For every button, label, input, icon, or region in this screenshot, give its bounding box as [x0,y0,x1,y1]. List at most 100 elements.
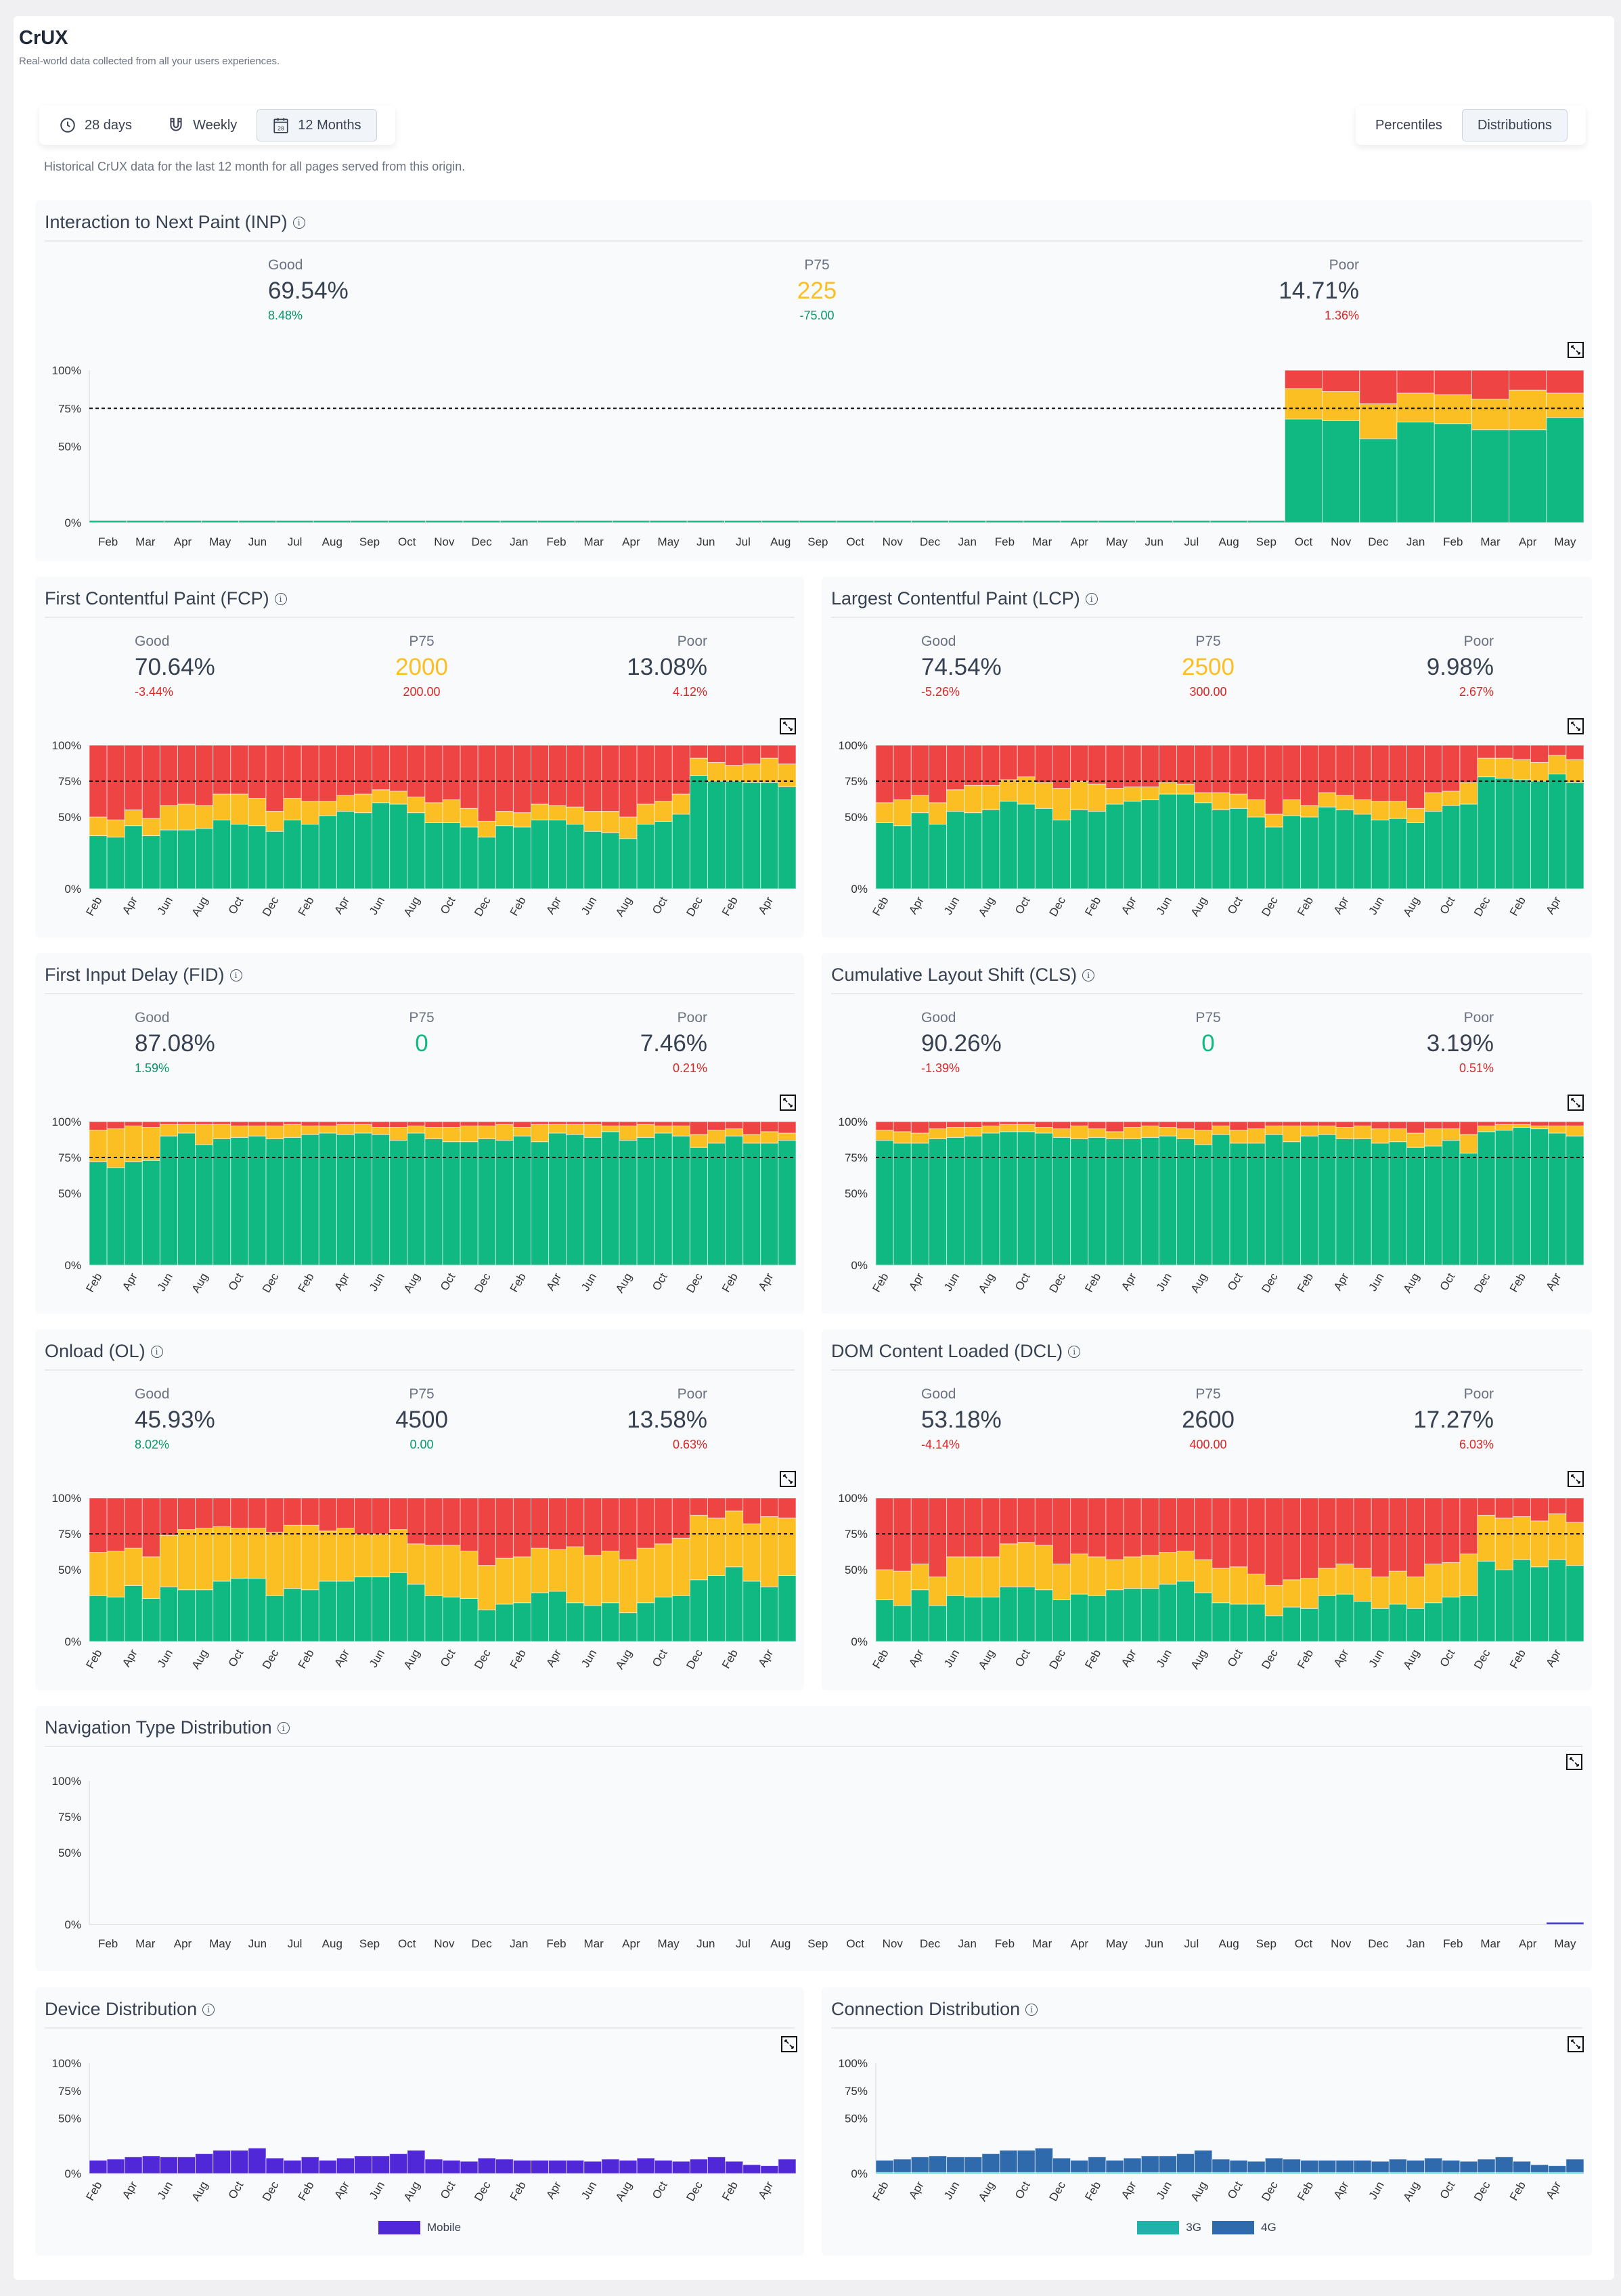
navigation-type-section: Navigation Type Distribution i 0% 50% 75% 10… [35,1706,1592,1971]
bar-segment [671,814,690,889]
bar-segment [159,805,178,831]
stat-good: Good 69.54% 8.48% [268,257,349,323]
info-icon[interactable]: i [1082,969,1095,981]
expand-icon[interactable] [780,718,796,734]
bar-segment [964,812,983,889]
bar-segment [981,1497,1000,1558]
tab-12-months[interactable]: 28 12 Months [257,109,377,141]
x-tick-label: Oct [438,894,458,917]
bar-segment [760,757,779,783]
bar-segment [1566,1522,1584,1566]
bar-segment [1388,1121,1407,1130]
bar-segment [981,1596,1000,1642]
bar-segment [1406,1497,1425,1578]
bar-segment [1017,1124,1036,1132]
x-tick-label: Jun [248,535,267,548]
bar-segment [1088,811,1107,889]
bar-segment [999,2150,1018,2173]
info-icon[interactable]: i [150,1345,163,1358]
expand-icon[interactable] [1568,1471,1584,1487]
stat-p75: P75 2000 200.00 [395,634,448,699]
expand-icon[interactable] [780,1471,796,1487]
stat-label: P75 [804,257,830,273]
bar-segment [1494,1569,1513,1642]
bar-segment [531,1141,550,1266]
bar-segment [1548,755,1567,774]
bar-segment [999,779,1018,802]
expand-icon[interactable] [780,1095,796,1111]
stat-p75: P75 0 [409,1010,434,1075]
svg-text:28: 28 [277,125,284,132]
bar-segment [1088,783,1107,812]
x-tick-label: Apr [332,1271,352,1293]
bar-segment [964,1121,983,1128]
bar-segment [1034,1545,1054,1591]
stat-value: 69.54% [268,278,349,304]
bar-segment [566,745,585,808]
x-tick-label: Jun [579,895,599,917]
bar-segment [1509,429,1547,523]
bar-segment [964,1126,983,1136]
bar-segment [1424,2157,1443,2173]
expand-icon[interactable] [1568,2036,1584,2052]
bar-segment [477,1565,496,1610]
tab-28-days[interactable]: 28 days [43,109,148,141]
bar-segment [124,1547,143,1586]
info-icon[interactable]: i [1085,592,1098,605]
bar-segment [301,1121,319,1126]
stacked-bar-chart: 0% 50% 75% 100% Feb Apr Jun Aug Oct Dec Feb Apr Jun A… [822,577,1592,937]
tab-percentiles[interactable]: Percentiles [1360,109,1458,141]
bar-segment [460,1497,479,1551]
expand-icon[interactable] [1566,1754,1582,1770]
info-icon[interactable]: i [1025,2003,1038,2016]
x-tick-label: Feb [870,1648,891,1671]
bar-segment [336,1528,355,1582]
bar-segment [778,1121,797,1134]
bar-segment [1229,808,1248,889]
stat-delta: 4.12% [672,685,707,699]
legend-item-4g[interactable]: 4G [1212,2221,1276,2234]
info-icon[interactable]: i [202,2003,215,2016]
bar-segment [195,828,214,889]
metric-section: Cumulative Layout Shift (CLS) i Good 90.… [822,953,1592,1314]
bar-segment [910,1132,929,1144]
bar-segment [1088,1121,1107,1130]
bar-segment [195,1121,214,1125]
legend-item-mobile[interactable]: Mobile [378,2221,461,2234]
bar-segment [778,1497,797,1519]
bar-segment [265,811,284,832]
bar-segment [1477,1125,1496,1132]
expand-icon[interactable] [1568,718,1584,734]
expand-icon[interactable] [781,2036,797,2052]
expand-icon[interactable] [1568,342,1584,358]
bar-segment [981,785,1000,810]
expand-icon[interactable] [1568,1095,1584,1111]
bar-segment [1284,388,1323,420]
info-icon[interactable]: i [229,969,242,981]
x-tick-label: Nov [434,1937,455,1950]
info-icon[interactable]: i [292,216,305,229]
x-tick-label: Jun [367,895,387,917]
bar-segment [124,1161,143,1266]
bar-segment [275,520,314,523]
tab-weekly[interactable]: Weekly [152,109,252,141]
x-tick-label: Feb [1295,1271,1316,1295]
x-tick-label: Jun [941,895,962,917]
info-icon[interactable]: i [274,592,287,605]
x-tick-label: Oct [650,1647,670,1669]
tab-distributions[interactable]: Distributions [1461,109,1568,141]
bar-segment [671,1121,690,1126]
bar-segment [981,1556,1000,1597]
bar-segment [1105,803,1124,889]
info-icon[interactable]: i [1068,1345,1081,1358]
bar-segment [1353,1121,1372,1126]
y-tick-label: 0% [851,883,868,896]
x-tick-label: May [1554,1937,1576,1950]
info-icon[interactable]: i [277,1721,290,1734]
legend-item-3g[interactable]: 3G [1137,2221,1201,2234]
bar-segment [725,780,744,889]
bar-segment [531,1592,550,1642]
bar-segment [537,520,576,523]
x-tick-label: Feb [1295,1648,1316,1671]
x-tick-label: Oct [650,894,670,917]
